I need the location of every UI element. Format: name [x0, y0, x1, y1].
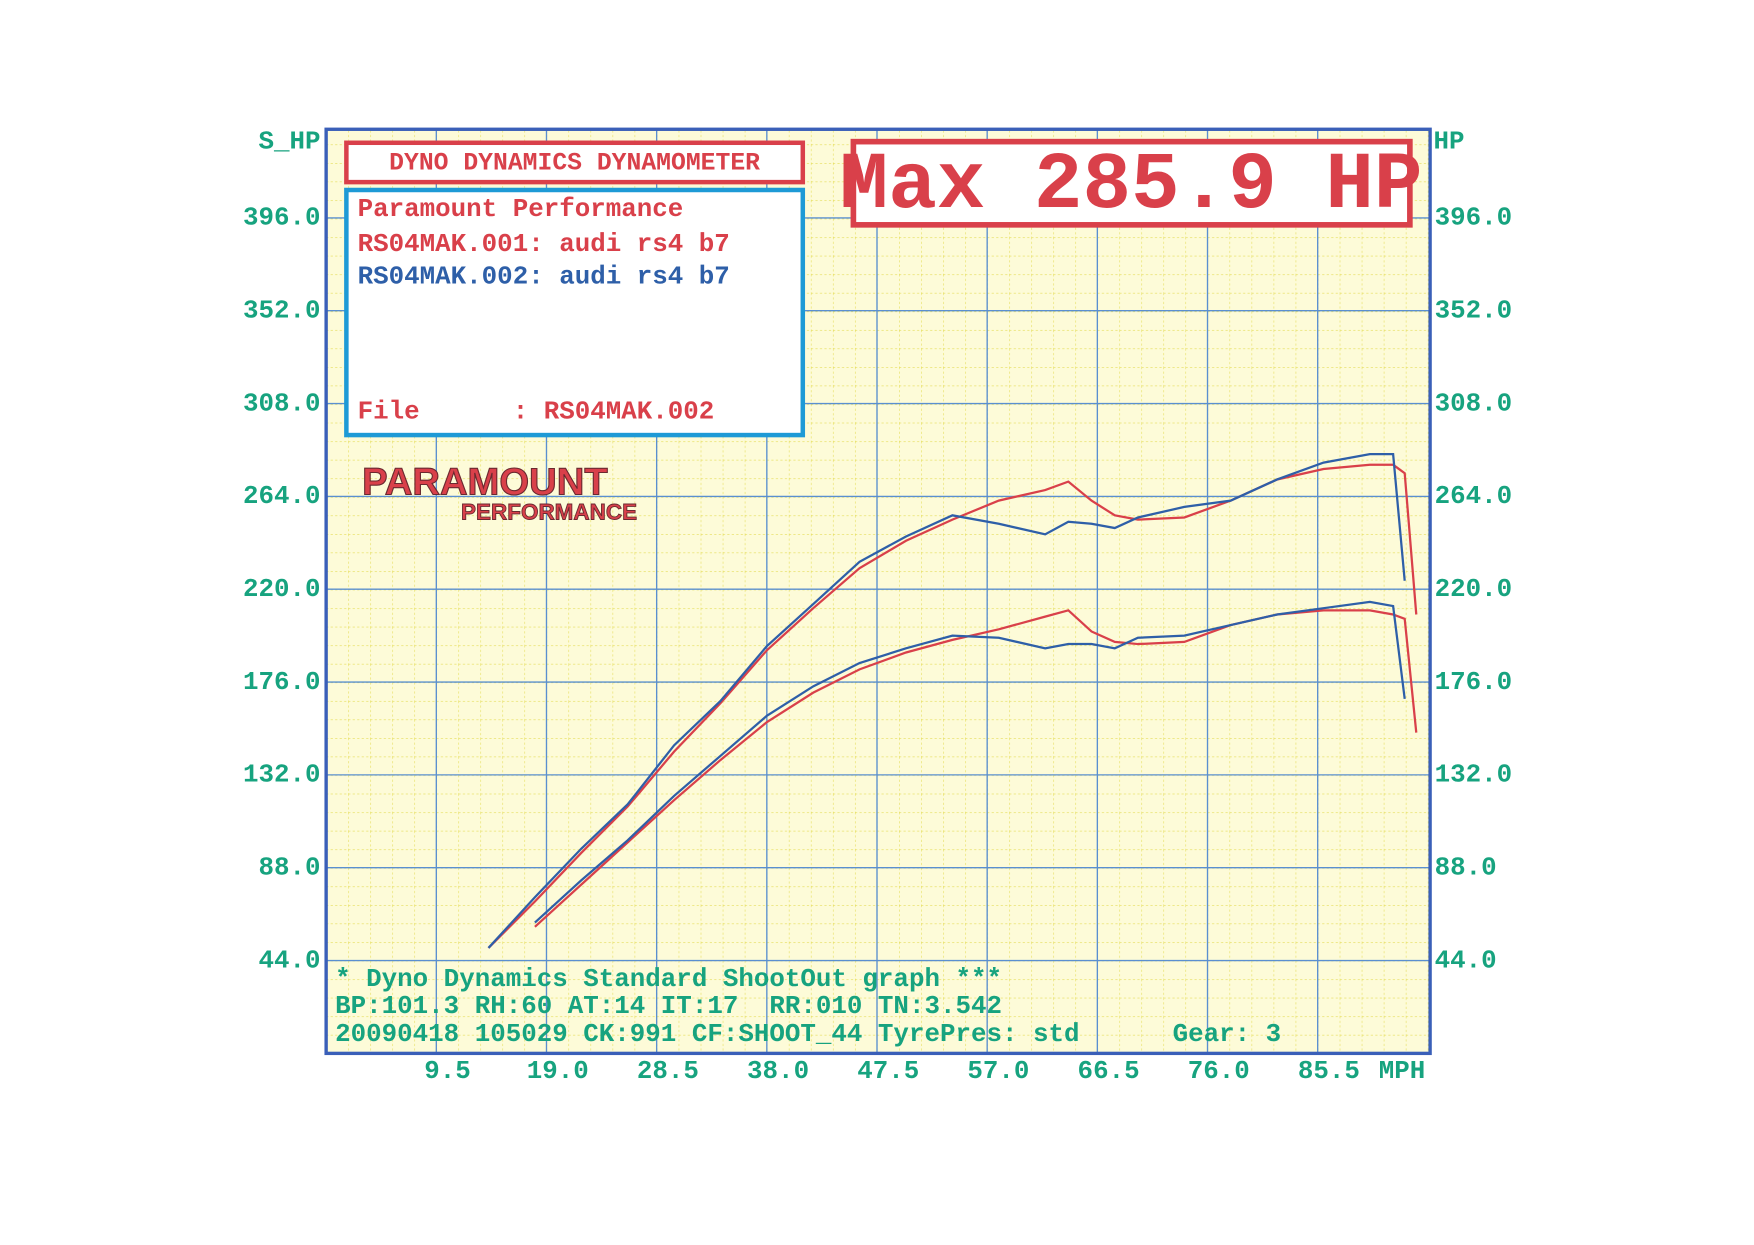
y-tick-label: 220.0: [243, 574, 321, 604]
y2-tick-label: 132.0: [1435, 760, 1513, 790]
y2-tick-label: 352.0: [1435, 296, 1513, 326]
legend-entry: RS04MAK.001: audi rs4 b7: [358, 229, 730, 259]
legend-entry: RS04MAK.002: audi rs4 b7: [358, 261, 730, 291]
x-tick-label: 85.5: [1298, 1056, 1360, 1086]
x-tick-label: 9.5: [424, 1056, 471, 1086]
y-tick-label: 176.0: [243, 667, 321, 697]
y-tick-label: 88.0: [258, 853, 320, 883]
power-curve: [534, 609, 1418, 928]
legend-box: [344, 187, 806, 438]
headline-box: [850, 138, 1413, 228]
y2-tick-label: 396.0: [1435, 203, 1513, 233]
y2-tick-label: 308.0: [1435, 388, 1513, 418]
title-box: [344, 140, 806, 185]
x-tick-label: 38.0: [747, 1056, 809, 1086]
x-axis-label: MPH: [1379, 1056, 1426, 1086]
y-axis-label: S_HP: [258, 126, 320, 156]
y2-axis-label: HP: [1433, 126, 1464, 156]
logo-sub: PERFORMANCE: [461, 500, 637, 525]
x-tick-label: 19.0: [527, 1056, 589, 1086]
power-curve: [487, 463, 1418, 949]
y2-tick-label: 88.0: [1435, 853, 1497, 883]
power-curve: [534, 600, 1406, 924]
footer-line: * Dyno Dynamics Standard ShootOut graph …: [335, 964, 1002, 994]
x-tick-label: 57.0: [967, 1056, 1029, 1086]
x-tick-label: 76.0: [1188, 1056, 1250, 1086]
y-tick-label: 352.0: [243, 296, 321, 326]
title: DYNO DYNAMICS DYNAMOMETER: [389, 150, 760, 178]
y-tick-label: 264.0: [243, 481, 321, 511]
file-line: File : RS04MAK.002: [358, 396, 715, 426]
y-tick-label: 396.0: [243, 203, 321, 233]
y2-tick-label: 44.0: [1435, 945, 1497, 975]
legend-title: Paramount Performance: [358, 194, 684, 224]
footer-line: BP:101.3 RH:60 AT:14 IT:17 RR:010 TN:3.5…: [335, 991, 1002, 1021]
y2-tick-label: 264.0: [1435, 481, 1513, 511]
y2-tick-label: 220.0: [1435, 574, 1513, 604]
logo: PARAMOUNT: [362, 461, 608, 504]
x-tick-label: 47.5: [857, 1056, 919, 1086]
plot-frame: [324, 127, 1432, 1056]
footer-line: 20090418 105029 CK:991 CF:SHOOT_44 TyreP…: [335, 1019, 1281, 1049]
y2-tick-label: 176.0: [1435, 667, 1513, 697]
x-tick-label: 66.5: [1078, 1056, 1140, 1086]
y-tick-label: 308.0: [243, 388, 321, 418]
headline: Max 285.9 HP: [840, 141, 1423, 232]
x-tick-label: 28.5: [637, 1056, 699, 1086]
power-curve: [487, 453, 1406, 949]
y-tick-label: 132.0: [243, 760, 321, 790]
y-tick-label: 44.0: [258, 945, 320, 975]
